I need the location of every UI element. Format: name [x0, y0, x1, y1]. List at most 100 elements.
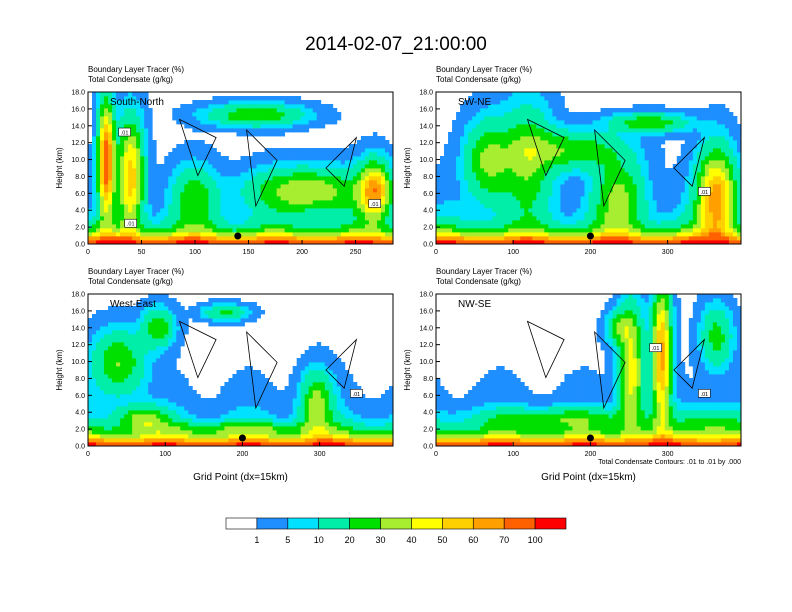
- heatmap-cell: [384, 152, 390, 157]
- heatmap-cell: [456, 196, 461, 201]
- heatmap-cell: [556, 172, 561, 177]
- heatmap-cell: [600, 124, 605, 129]
- heatmap-cell: [236, 204, 241, 209]
- heatmap-cell: [192, 180, 197, 185]
- heatmap-cell: [656, 136, 662, 141]
- heatmap-cell: [260, 128, 265, 133]
- heatmap-cell: [136, 216, 141, 221]
- heatmap-cell: [656, 204, 662, 209]
- heatmap-cell: [676, 108, 682, 113]
- heatmap-cell: [132, 128, 137, 133]
- heatmap-cell: [172, 156, 177, 161]
- heatmap-cell: [164, 200, 169, 205]
- heatmap-cell: [196, 144, 201, 149]
- heatmap-cell: [264, 212, 269, 217]
- panel-subtitle-condensate: Total Condensate (g/kg): [88, 75, 173, 84]
- heatmap-cell: [572, 232, 577, 237]
- heatmap-cell: [240, 196, 245, 201]
- heatmap-cell: [596, 172, 601, 177]
- heatmap-cell: [288, 188, 294, 193]
- heatmap-cell: [528, 176, 533, 181]
- heatmap-cell: [148, 212, 153, 217]
- heatmap-cell: [252, 240, 257, 245]
- heatmap-cell: [560, 192, 565, 197]
- heatmap-cell: [236, 112, 241, 117]
- heatmap-cell: [300, 188, 306, 193]
- heatmap-cell: [572, 208, 577, 213]
- heatmap-cell: [540, 120, 545, 125]
- heatmap-cell: [592, 120, 597, 125]
- heatmap-cell: [496, 140, 501, 145]
- heatmap-cell: [280, 212, 286, 217]
- heatmap-cell: [536, 104, 541, 109]
- heatmap-cell: [268, 212, 273, 217]
- heatmap-cell: [680, 220, 686, 225]
- heatmap-cell: [520, 152, 525, 157]
- heatmap-cell: [540, 184, 545, 189]
- heatmap-cell: [700, 212, 706, 217]
- heatmap-cell: [492, 184, 497, 189]
- heatmap-cell: [148, 184, 153, 189]
- heatmap-cell: [216, 104, 221, 109]
- heatmap-cell: [492, 152, 497, 157]
- heatmap-cell: [672, 216, 678, 221]
- heatmap-cell: [600, 164, 605, 169]
- heatmap-cell: [476, 196, 481, 201]
- heatmap-cell: [344, 152, 350, 157]
- heatmap-cell: [488, 172, 493, 177]
- heatmap-cell: [128, 232, 133, 237]
- heatmap-cell: [196, 108, 201, 113]
- heatmap-cell: [368, 180, 374, 185]
- heatmap-cell: [512, 172, 517, 177]
- heatmap-cell: [196, 192, 201, 197]
- heatmap-cell: [720, 152, 726, 157]
- heatmap-cell: [316, 228, 322, 233]
- heatmap-cell: [200, 124, 205, 129]
- heatmap-cell: [660, 104, 666, 109]
- heatmap-cell: [516, 100, 521, 105]
- heatmap-cell: [160, 236, 165, 241]
- heatmap-cell: [264, 108, 269, 113]
- heatmap-cell: [540, 128, 545, 133]
- heatmap-cell: [628, 208, 634, 213]
- heatmap-cell: [576, 208, 581, 213]
- heatmap-cell: [716, 140, 722, 145]
- heatmap-cell: [664, 112, 670, 117]
- heatmap-cell: [544, 144, 549, 149]
- heatmap-cell: [676, 180, 682, 185]
- heatmap-cell: [92, 132, 97, 137]
- heatmap-cell: [688, 212, 694, 217]
- heatmap-cell: [460, 204, 465, 209]
- heatmap-cell: [520, 188, 525, 193]
- heatmap-cell: [640, 136, 646, 141]
- heatmap-cell: [560, 184, 565, 189]
- heatmap-cell: [716, 148, 722, 153]
- heatmap-cell: [468, 212, 473, 217]
- heatmap-cell: [256, 204, 261, 209]
- heatmap-cell: [124, 100, 129, 105]
- contour-label: .01: [371, 202, 379, 208]
- heatmap-cell: [172, 172, 177, 177]
- heatmap-cell: [716, 184, 722, 189]
- heatmap-cell: [240, 132, 245, 137]
- heatmap-cell: [100, 148, 105, 153]
- heatmap-cell: [636, 192, 642, 197]
- heatmap-cell: [512, 140, 517, 145]
- heatmap-cell: [200, 144, 205, 149]
- heatmap-cell: [456, 208, 461, 213]
- heatmap-cell: [616, 216, 621, 221]
- heatmap-cell: [604, 212, 609, 217]
- y-tick-label: 16.0: [71, 106, 85, 113]
- heatmap-cell: [108, 160, 113, 165]
- heatmap-cell: [92, 164, 97, 169]
- heatmap-cell: [544, 156, 549, 161]
- heatmap-cell: [328, 192, 334, 197]
- heatmap-cell: [288, 152, 294, 157]
- heatmap-cell: [616, 112, 621, 117]
- heatmap-cell: [600, 180, 605, 185]
- heatmap-cell: [592, 232, 597, 237]
- heatmap-cell: [256, 200, 261, 205]
- heatmap-cell: [556, 240, 561, 245]
- heatmap-cell: [196, 152, 201, 157]
- heatmap-cell: [524, 232, 529, 237]
